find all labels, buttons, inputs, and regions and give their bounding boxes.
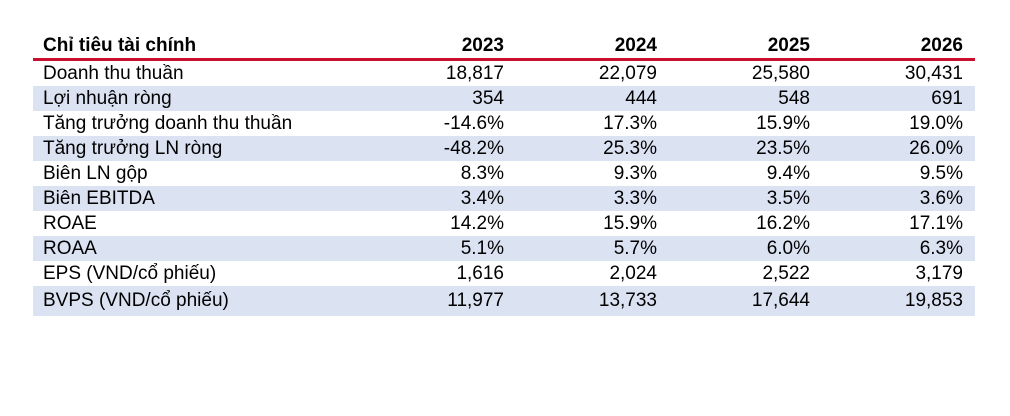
row-label: Doanh thu thuần — [43, 63, 184, 84]
table-row: Lợi nhuận ròng 354 444 548 691 — [33, 86, 975, 111]
row-value: 444 — [516, 86, 669, 111]
row-value: 9.3% — [613, 163, 657, 184]
row-value: 9.4% — [766, 163, 810, 184]
row-value: 3.3% — [516, 186, 669, 211]
row-label: Biên EBITDA — [33, 186, 363, 211]
row-value: 6.0% — [669, 236, 822, 261]
row-value: -14.6% — [443, 113, 504, 134]
header-year-2023: 2023 — [363, 33, 516, 61]
row-value: 3.6% — [822, 186, 975, 211]
row-label: Biên LN gộp — [43, 163, 148, 184]
row-value: 5.7% — [516, 236, 669, 261]
header-label: Chỉ tiêu tài chính — [33, 33, 363, 61]
header-year-2025: 2025 — [669, 33, 822, 61]
table-row: EPS (VND/cổ phiếu) 1,616 2,024 2,522 3,1… — [33, 261, 975, 286]
row-value: 3.4% — [363, 186, 516, 211]
row-value: 19,853 — [822, 286, 975, 316]
row-value: 25.3% — [516, 136, 669, 161]
table-row: Tăng trưởng doanh thu thuần -14.6% 17.3%… — [33, 111, 975, 136]
row-value: 15.9% — [756, 113, 810, 134]
row-value: 16.2% — [756, 213, 810, 234]
row-value: 17.3% — [603, 113, 657, 134]
header-row: Chỉ tiêu tài chính 2023 2024 2025 2026 — [33, 33, 975, 61]
row-label: Tăng trưởng doanh thu thuần — [43, 113, 293, 134]
row-value: 8.3% — [460, 163, 504, 184]
row-label: Lợi nhuận ròng — [33, 86, 363, 111]
row-value: 354 — [363, 86, 516, 111]
row-value: -48.2% — [363, 136, 516, 161]
row-value: 23.5% — [669, 136, 822, 161]
row-label: EPS (VND/cổ phiếu) — [43, 263, 217, 284]
table-row: ROAA 5.1% 5.7% 6.0% 6.3% — [33, 236, 975, 261]
row-value: 1,616 — [456, 263, 504, 284]
row-value: 25,580 — [751, 63, 810, 84]
row-value: 17,644 — [669, 286, 822, 316]
row-value: 548 — [669, 86, 822, 111]
row-value: 26.0% — [822, 136, 975, 161]
row-value: 17.1% — [909, 213, 963, 234]
table-body: Doanh thu thuần 18,817 22,079 25,580 30,… — [33, 60, 975, 316]
row-value: 15.9% — [603, 213, 657, 234]
row-value: 11,977 — [363, 286, 516, 316]
row-value: 14.2% — [450, 213, 504, 234]
row-label: Tăng trưởng LN ròng — [33, 136, 363, 161]
table-row: Biên EBITDA 3.4% 3.3% 3.5% 3.6% — [33, 186, 975, 211]
row-value: 691 — [822, 86, 975, 111]
row-value: 5.1% — [363, 236, 516, 261]
table-header: Chỉ tiêu tài chính 2023 2024 2025 2026 — [33, 33, 975, 61]
table-row: Biên LN gộp 8.3% 9.3% 9.4% 9.5% — [33, 161, 975, 186]
row-value: 3,179 — [915, 263, 963, 284]
row-value: 19.0% — [909, 113, 963, 134]
row-value: 13,733 — [516, 286, 669, 316]
row-label: ROAA — [33, 236, 363, 261]
row-value: 30,431 — [904, 63, 963, 84]
table-row: BVPS (VND/cổ phiếu) 11,977 13,733 17,644… — [33, 286, 975, 316]
table-row: ROAE 14.2% 15.9% 16.2% 17.1% — [33, 211, 975, 236]
row-value: 22,079 — [598, 63, 657, 84]
table-row: Tăng trưởng LN ròng -48.2% 25.3% 23.5% 2… — [33, 136, 975, 161]
row-label: ROAE — [43, 213, 97, 234]
row-value: 9.5% — [919, 163, 963, 184]
table-row: Doanh thu thuần 18,817 22,079 25,580 30,… — [33, 60, 975, 87]
row-value: 18,817 — [445, 63, 504, 84]
row-value: 2,522 — [762, 263, 810, 284]
row-label: BVPS (VND/cổ phiếu) — [33, 286, 363, 316]
header-year-2024: 2024 — [516, 33, 669, 61]
financial-indicators-table: Chỉ tiêu tài chính 2023 2024 2025 2026 D… — [33, 33, 975, 316]
row-value: 3.5% — [669, 186, 822, 211]
row-value: 2,024 — [609, 263, 657, 284]
row-value: 6.3% — [822, 236, 975, 261]
header-year-2026: 2026 — [822, 33, 975, 61]
